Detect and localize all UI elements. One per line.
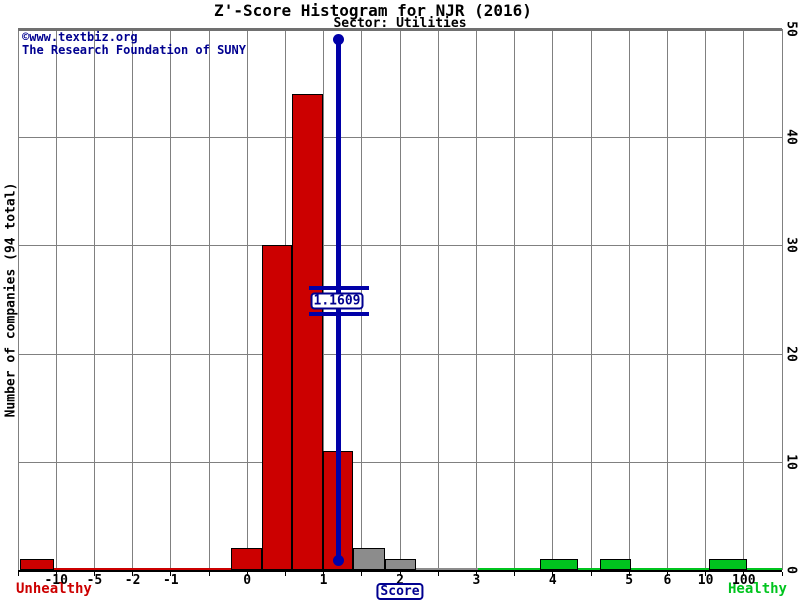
gridline-horizontal <box>18 245 782 247</box>
histogram-bar <box>600 559 631 570</box>
gridline-vertical <box>666 29 668 570</box>
histogram-bar <box>709 559 747 570</box>
x-tick-label: 5 <box>625 573 634 588</box>
x-tick-label: -1 <box>162 573 179 588</box>
gridline-vertical <box>170 29 172 570</box>
gridline-vertical <box>55 29 57 570</box>
histogram-bar <box>20 559 54 570</box>
x-tick-label: 10 <box>697 573 714 588</box>
x-axis-tick <box>55 572 57 576</box>
y-tick-label: 0 <box>783 566 799 574</box>
gridline-vertical <box>552 29 554 570</box>
x-tick-label: 6 <box>663 573 672 588</box>
y-axis-label: Number of companies (94 total) <box>3 182 19 418</box>
x-tick-label: -10 <box>44 573 68 588</box>
gridline-horizontal <box>18 137 782 139</box>
gridline-vertical <box>246 29 248 570</box>
x-axis-tick <box>399 572 401 576</box>
marker-top-dot <box>333 33 344 45</box>
zscore-marker-label: 1.1609 <box>310 292 364 310</box>
x-tick-label: 4 <box>548 573 557 588</box>
gridline-vertical <box>399 29 401 570</box>
zone-strip-middle <box>353 567 478 570</box>
histogram-bar <box>231 548 262 570</box>
chart-title: Z'-Score Histogram for NJR (2016) <box>214 1 532 20</box>
x-axis-line <box>18 570 782 572</box>
x-tick-label: 1 <box>319 573 328 588</box>
gridline-vertical <box>17 29 19 570</box>
histogram-bar <box>353 548 385 570</box>
marker-crossbar-lower <box>308 311 369 316</box>
x-axis-tick <box>475 572 478 576</box>
y-tick-label: 50 <box>783 21 799 37</box>
chart-subtitle: Sector: Utilities <box>333 16 467 31</box>
x-axis-tick <box>93 572 96 576</box>
gridline-vertical <box>628 29 630 570</box>
x-axis-label: Score <box>376 583 424 600</box>
x-axis-tick <box>781 572 783 576</box>
x-tick-label: 0 <box>243 573 252 588</box>
marker-crossbar-upper <box>308 286 369 290</box>
y-tick-label: 30 <box>783 237 799 254</box>
y-tick-label: 40 <box>783 129 799 146</box>
gridline-vertical <box>514 29 516 570</box>
x-axis-tick <box>743 572 745 576</box>
histogram-bar <box>540 559 578 570</box>
x-tick-label: -2 <box>124 573 141 588</box>
marker-bottom-dot <box>333 554 344 566</box>
gridline-vertical <box>132 29 134 570</box>
x-axis-tick <box>361 572 363 576</box>
healthy-caption: Healthy <box>727 581 787 597</box>
watermark-org: The Research Foundation of SUNY <box>22 43 246 57</box>
plot-top-border <box>18 28 782 31</box>
histogram-bar <box>292 93 323 570</box>
x-tick-label: -5 <box>86 573 103 588</box>
x-axis-tick <box>590 572 592 576</box>
gridline-vertical <box>208 29 210 570</box>
gridline-vertical <box>590 29 592 570</box>
gridline-horizontal <box>18 353 782 355</box>
gridline-vertical <box>743 29 745 570</box>
gridline-vertical <box>781 29 783 570</box>
gridline-vertical <box>705 29 707 570</box>
x-axis-tick <box>628 572 630 576</box>
watermark-url: ©www.textbiz.org <box>22 30 138 44</box>
gridline-vertical <box>475 29 477 570</box>
x-axis-tick <box>323 572 325 576</box>
y-tick-label: 20 <box>783 345 799 362</box>
x-tick-label: 2 <box>396 573 404 588</box>
x-axis-tick <box>284 572 287 576</box>
x-axis-tick <box>705 572 707 576</box>
x-axis-tick <box>170 572 172 576</box>
x-axis-tick <box>132 572 134 576</box>
x-tick-label: 3 <box>472 573 481 588</box>
x-axis-tick <box>246 572 248 576</box>
histogram-bar <box>261 245 292 570</box>
gridline-vertical <box>93 29 95 570</box>
gridline-horizontal <box>18 461 782 463</box>
y-tick-label: 10 <box>783 453 799 470</box>
x-tick-label: 100 <box>732 573 756 588</box>
x-axis-tick <box>552 572 554 576</box>
x-axis-tick <box>17 572 19 576</box>
x-axis-tick <box>666 572 669 576</box>
x-axis-tick <box>514 572 516 576</box>
x-axis-tick <box>208 572 210 576</box>
unhealthy-caption: Unhealthy <box>16 581 92 597</box>
histogram-bar <box>384 559 416 570</box>
x-axis-tick <box>437 572 439 576</box>
gridline-vertical <box>437 29 439 570</box>
zone-strip-unhealthy <box>20 567 353 570</box>
